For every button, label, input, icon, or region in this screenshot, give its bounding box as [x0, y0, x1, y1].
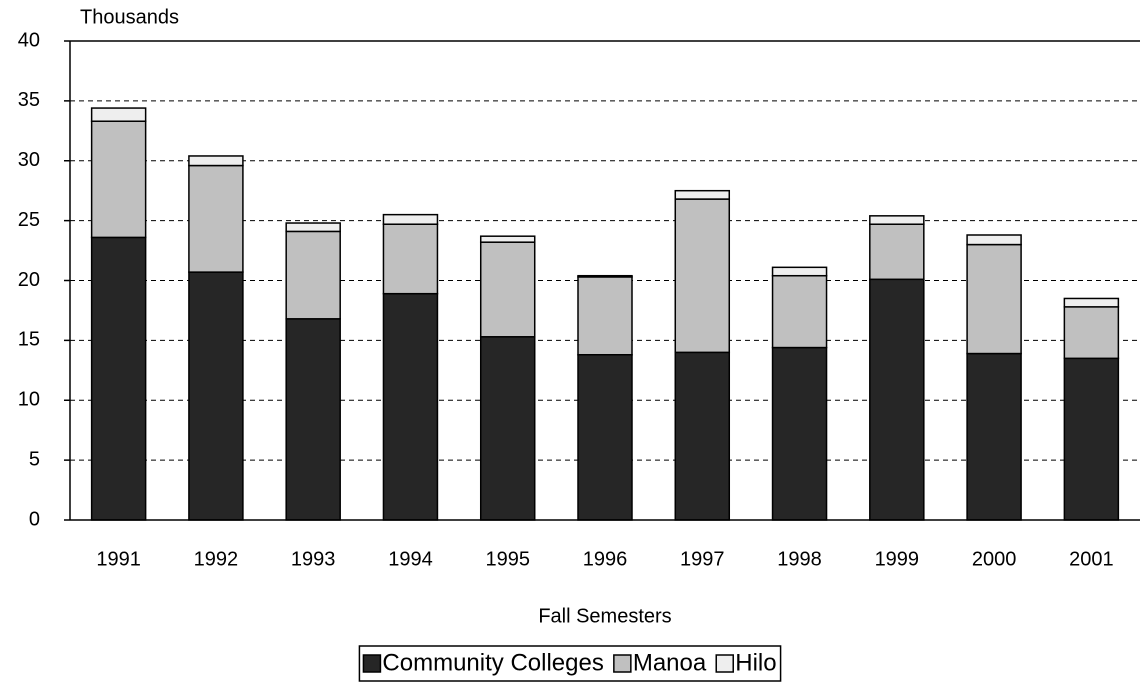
y-tick-label: 20	[18, 269, 40, 291]
x-tick-label: 1993	[291, 548, 336, 570]
x-tick-label: 1998	[777, 548, 822, 570]
x-tick-label: 1995	[485, 548, 530, 570]
y-tick-label: 40	[18, 29, 40, 51]
legend-label: Hilo	[735, 649, 776, 676]
y-tick-label: 15	[18, 329, 40, 351]
y-axis-label: Thousands	[80, 6, 179, 28]
legend-label: Manoa	[633, 649, 707, 676]
y-tick-label: 10	[18, 389, 40, 411]
bar-segment	[1063, 306, 1120, 360]
x-tick-label: 1999	[875, 548, 920, 570]
legend-swatch	[715, 654, 734, 673]
bar-segment	[577, 274, 633, 278]
x-tick-label: 1997	[680, 548, 725, 570]
bar-segment	[674, 189, 731, 200]
bar-segment	[479, 241, 536, 338]
bar-segment	[577, 353, 633, 521]
x-tick-label: 1996	[583, 548, 628, 570]
bar-segment	[966, 352, 1022, 521]
bar-segment	[382, 292, 439, 521]
bar-segment	[771, 346, 828, 521]
y-tick-label: 30	[18, 149, 40, 171]
bar-segment	[90, 236, 147, 521]
bar-segment	[285, 318, 341, 521]
bar-segment	[771, 274, 828, 349]
bar-segment	[869, 223, 925, 281]
x-tick-label: 2001	[1069, 548, 1114, 570]
legend-label: Community Colleges	[382, 649, 603, 676]
bar-segment	[479, 235, 536, 243]
bar-segment	[382, 223, 439, 295]
bar-segment	[674, 351, 731, 521]
bar-segment	[966, 243, 1022, 355]
bar-segment	[90, 120, 147, 239]
bar-segment	[1063, 297, 1120, 308]
x-tick-label: 2000	[972, 548, 1017, 570]
bar-segment	[188, 271, 244, 521]
bar-segment	[382, 213, 439, 225]
bar-segment	[966, 234, 1022, 246]
bar-segment	[771, 266, 828, 277]
y-tick-label: 0	[29, 508, 40, 530]
legend-swatch	[613, 654, 632, 673]
y-tick-label: 5	[29, 448, 40, 470]
x-tick-label: 1994	[388, 548, 433, 570]
bar-segment	[188, 164, 244, 273]
y-tick-label: 25	[18, 209, 40, 231]
bar-segment	[869, 215, 925, 225]
bar-segment	[285, 222, 341, 233]
bar-segment	[479, 336, 536, 521]
bar-segment	[674, 198, 731, 354]
bar-segment	[90, 107, 147, 122]
bar-segment	[577, 276, 633, 356]
x-tick-label: 1992	[194, 548, 239, 570]
bar-segment	[285, 230, 341, 320]
legend-swatch	[362, 654, 382, 673]
x-axis-label: Fall Semesters	[538, 605, 671, 627]
bar-segment	[869, 278, 925, 521]
y-tick-label: 35	[18, 89, 40, 111]
x-tick-label: 1991	[96, 548, 141, 570]
legend	[358, 645, 782, 682]
bar-segment	[188, 155, 244, 167]
bar-segment	[1063, 357, 1120, 521]
